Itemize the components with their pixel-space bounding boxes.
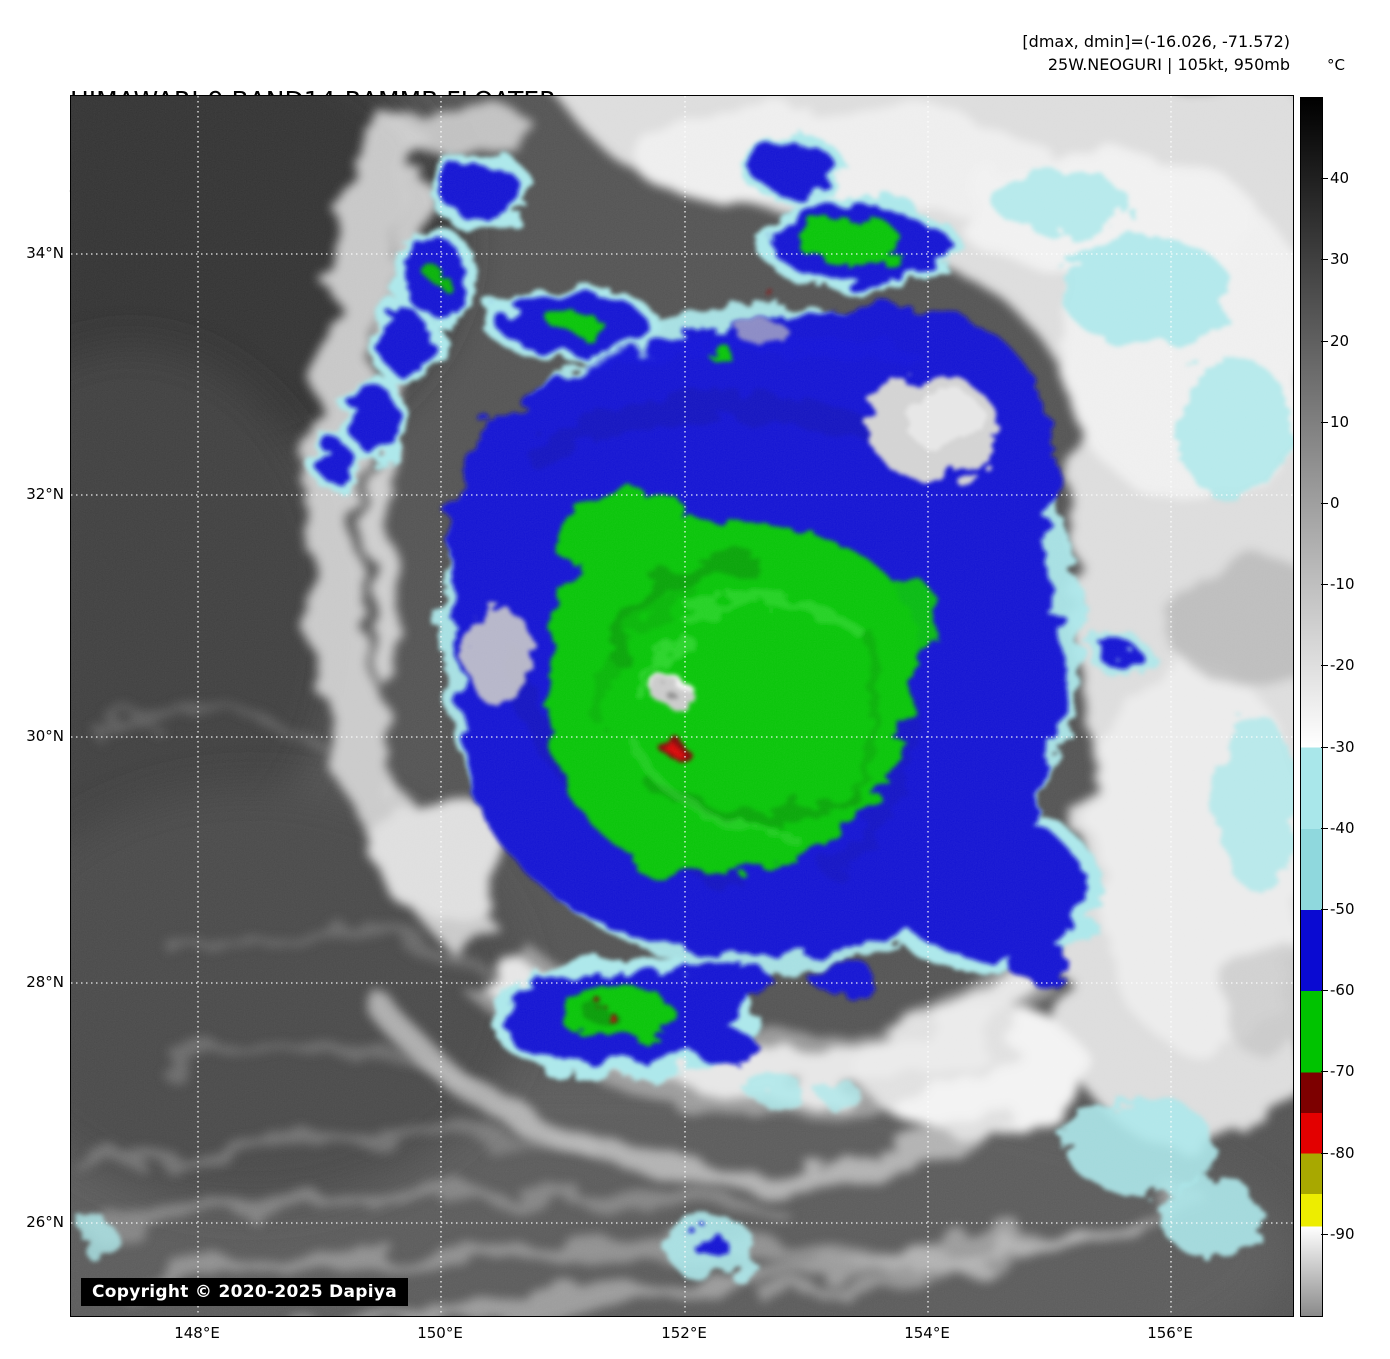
colorbar-tick-label: 10 <box>1320 412 1350 431</box>
colorbar-tick-label: 30 <box>1320 250 1350 269</box>
lat-label: 30°N <box>26 727 64 745</box>
lat-label: 32°N <box>26 485 64 503</box>
colorbar-gradient <box>1301 98 1322 1316</box>
colorbar-unit-label: °C <box>1327 56 1345 74</box>
lon-label: 150°E <box>417 1324 463 1342</box>
colorbar-tick-label: -50 <box>1321 900 1355 918</box>
figure-header-right: [dmax, dmin]=(-16.026, -71.572) 25W.NEOG… <box>1022 30 1290 76</box>
lat-label: 28°N <box>26 973 64 991</box>
colorbar-tick-label: -30 <box>1321 737 1355 756</box>
colorbar-tick-label: 40 <box>1320 169 1350 188</box>
colorbar-tick-label: -10 <box>1321 575 1355 594</box>
lat-label: 34°N <box>26 244 64 262</box>
colorbar-tick-label: -20 <box>1321 656 1355 675</box>
satellite-image <box>71 96 1293 1316</box>
lon-label: 154°E <box>904 1324 950 1342</box>
colorbar-tick-label: -60 <box>1321 981 1355 1000</box>
satellite-map: Copyright © 2020-2025 Dapiya <box>70 95 1294 1317</box>
lon-label: 152°E <box>661 1324 707 1342</box>
colorbar-tick-label: 0 <box>1321 494 1340 512</box>
lat-label: 26°N <box>26 1213 64 1231</box>
storm-info: 25W.NEOGURI | 105kt, 950mb <box>1047 55 1290 74</box>
dmax-dmin-readout: [dmax, dmin]=(-16.026, -71.572) <box>1022 32 1290 51</box>
image-grain <box>71 96 1293 1316</box>
gridlines <box>71 96 1293 1316</box>
colorbar-tick-label: -70 <box>1321 1062 1355 1081</box>
colorbar-tick-label: -90 <box>1321 1224 1355 1243</box>
colorbar-tick-label: -40 <box>1321 818 1355 837</box>
copyright-badge: Copyright © 2020-2025 Dapiya <box>81 1278 408 1306</box>
colorbar-tick-label: 20 <box>1320 331 1350 350</box>
colorbar-tick-label: -80 <box>1321 1143 1355 1162</box>
lon-label: 148°E <box>174 1324 220 1342</box>
lon-label: 156°E <box>1147 1324 1193 1342</box>
colorbar <box>1300 97 1323 1317</box>
